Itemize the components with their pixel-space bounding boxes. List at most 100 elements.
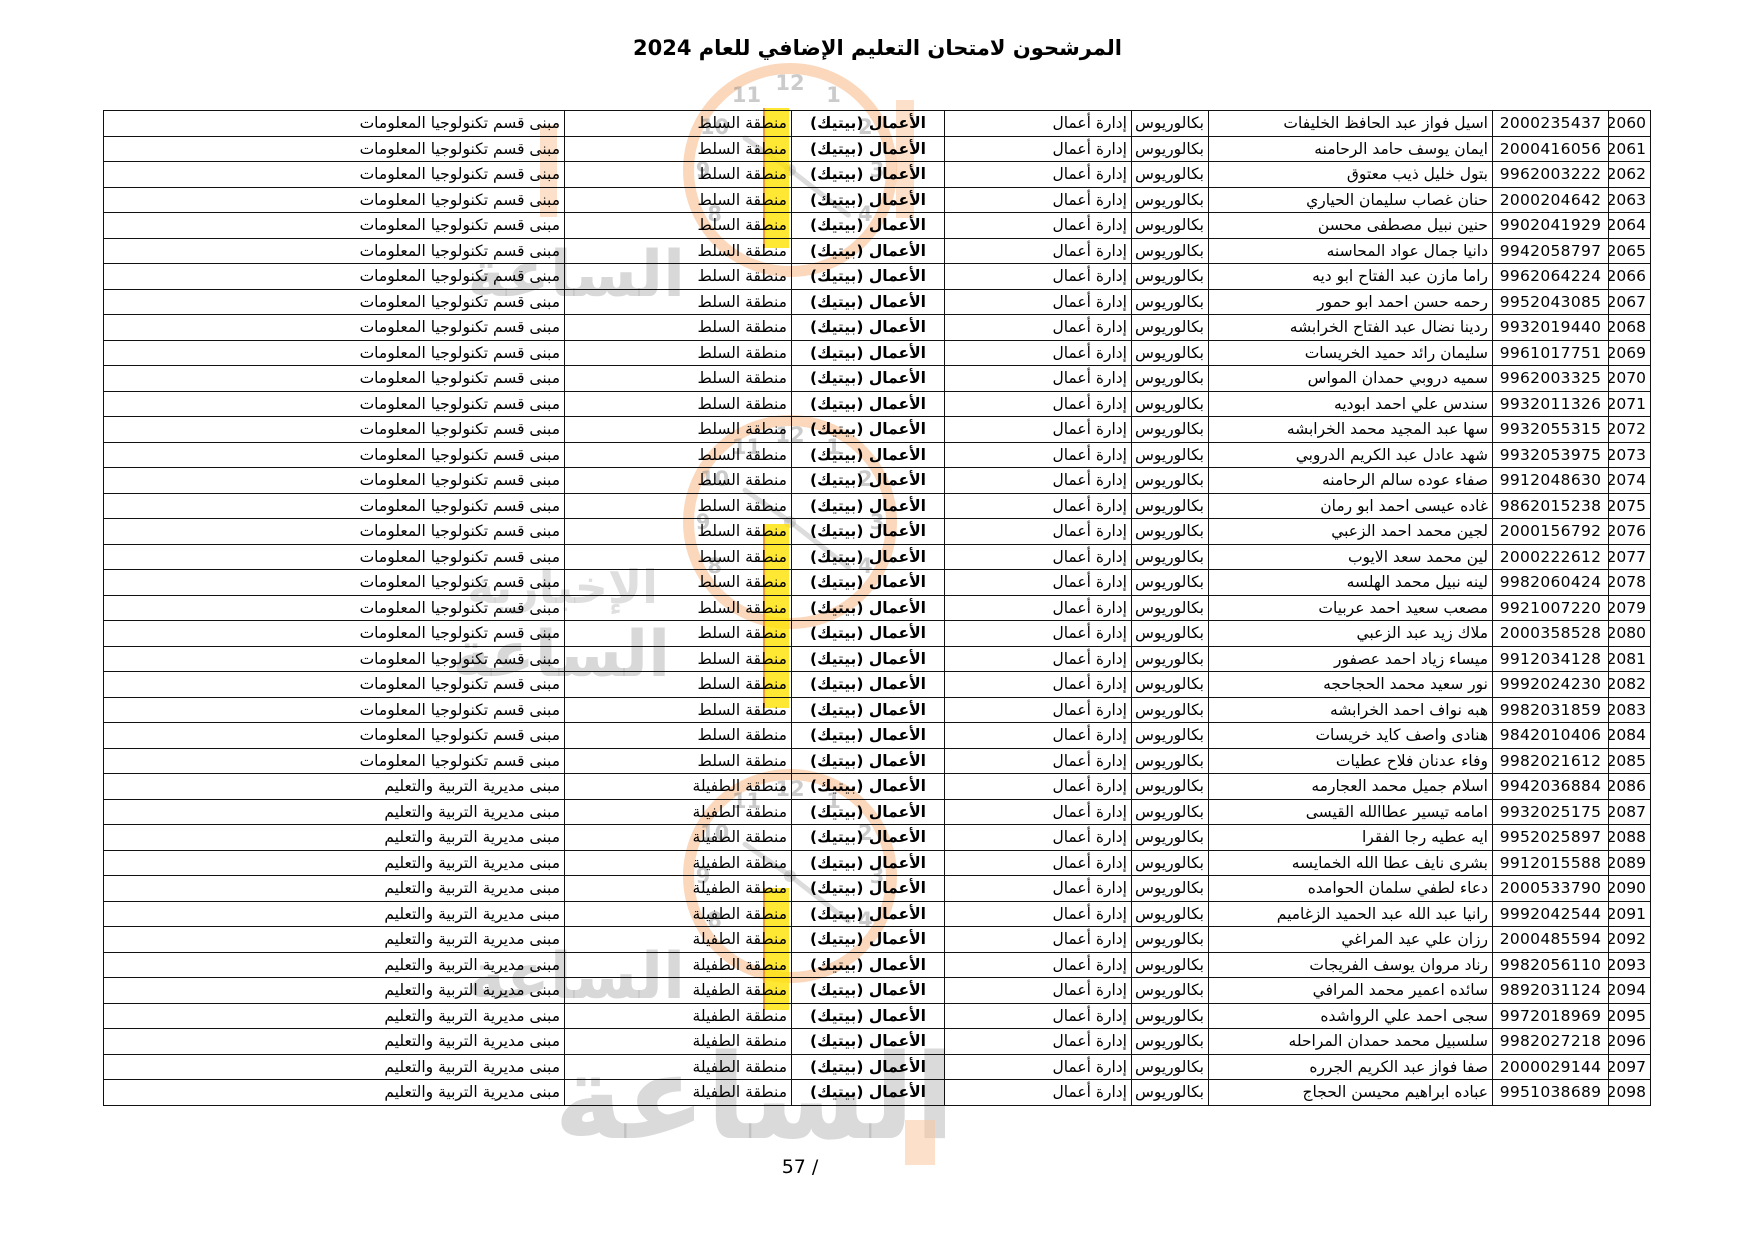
major-cell: إدارة أعمال <box>944 237 1132 264</box>
serial-cell: 2086 <box>1608 773 1651 800</box>
subject-cell: الأعمال (بيتيك) <box>791 798 945 825</box>
serial-cell: 2071 <box>1608 390 1651 417</box>
table-row: 2087 9932025175 امامه تيسير عطاالله القيسى… <box>103 798 1651 825</box>
subject-cell: الأعمال (بيتيك) <box>791 926 945 953</box>
national-id-cell: 9902041929 <box>1492 212 1609 239</box>
national-id-cell: 9892031124 <box>1492 977 1609 1004</box>
degree-cell: بكالوريوس <box>1131 1053 1209 1080</box>
national-id-cell: 2000358528 <box>1492 620 1609 647</box>
national-id-cell: 2000204642 <box>1492 186 1609 213</box>
national-id-cell: 9992024230 <box>1492 671 1609 698</box>
serial-cell: 2075 <box>1608 492 1651 519</box>
building-cell: مبنى قسم تكنولوجيا المعلومات <box>103 365 565 392</box>
subject-cell: الأعمال (بيتيك) <box>791 824 945 851</box>
region-cell: منطقة السلط <box>564 594 792 621</box>
degree-cell: بكالوريوس <box>1131 314 1209 341</box>
serial-cell: 2088 <box>1608 824 1651 851</box>
name-cell: راما مازن عبد الفتاح ابو ديه <box>1208 263 1493 290</box>
table-row: 2083 9982031859 هبه نواف احمد الخرابشه بكال… <box>103 696 1651 723</box>
table-row: 2081 9912034128 ميساء زياد احمد عصفور بكالو… <box>103 645 1651 672</box>
major-cell: إدارة أعمال <box>944 339 1132 366</box>
region-cell: منطقة الطفيلة <box>564 926 792 953</box>
serial-cell: 2076 <box>1608 518 1651 545</box>
building-cell: مبنى قسم تكنولوجيا المعلومات <box>103 186 565 213</box>
national-id-cell: 9962064224 <box>1492 263 1609 290</box>
region-cell: منطقة الطفيلة <box>564 1002 792 1029</box>
table-row: 2067 9952043085 رحمه حسن احمد ابو حمور بكال… <box>103 288 1651 315</box>
degree-cell: بكالوريوس <box>1131 875 1209 902</box>
serial-cell: 2087 <box>1608 798 1651 825</box>
subject-cell: الأعمال (بيتيك) <box>791 135 945 162</box>
clock-number: 11 <box>731 82 762 107</box>
table-row: 2091 9992042544 رانيا عبد الله عبد الحميد … <box>103 900 1651 927</box>
degree-cell: بكالوريوس <box>1131 110 1209 137</box>
region-cell: منطقة الطفيلة <box>564 824 792 851</box>
serial-cell: 2092 <box>1608 926 1651 953</box>
name-cell: شهد عادل عبد الكريم الدروبي <box>1208 441 1493 468</box>
major-cell: إدارة أعمال <box>944 773 1132 800</box>
degree-cell: بكالوريوس <box>1131 1028 1209 1055</box>
name-cell: عباده ابراهيم محيسن الحجاج <box>1208 1079 1493 1106</box>
major-cell: إدارة أعمال <box>944 263 1132 290</box>
national-id-cell: 9951038689 <box>1492 1079 1609 1106</box>
name-cell: رانيا عبد الله عبد الحميد الزغاميم <box>1208 900 1493 927</box>
building-cell: مبنى مديرية التربية والتعليم <box>103 849 565 876</box>
serial-cell: 2084 <box>1608 722 1651 749</box>
table-row: 2088 9952025897 ايه عطيه رجا الفقرا بكالوري… <box>103 824 1651 851</box>
building-cell: مبنى مديرية التربية والتعليم <box>103 1079 565 1106</box>
serial-cell: 2060 <box>1608 110 1651 137</box>
major-cell: إدارة أعمال <box>944 747 1132 774</box>
degree-cell: بكالوريوس <box>1131 390 1209 417</box>
building-cell: مبنى مديرية التربية والتعليم <box>103 824 565 851</box>
serial-cell: 2082 <box>1608 671 1651 698</box>
degree-cell: بكالوريوس <box>1131 518 1209 545</box>
major-cell: إدارة أعمال <box>944 849 1132 876</box>
table-row: 2077 2000222612 لين محمد سعد الايوب بكالوري… <box>103 543 1651 570</box>
candidates-table: 2060 2000235437 اسيل فواز عبد الحافظ الخلي… <box>103 110 1651 1106</box>
region-cell: منطقة السلط <box>564 161 792 188</box>
name-cell: غاده عيسى احمد ابو رمان <box>1208 492 1493 519</box>
region-cell: منطقة السلط <box>564 390 792 417</box>
major-cell: إدارة أعمال <box>944 518 1132 545</box>
national-id-cell: 9932011326 <box>1492 390 1609 417</box>
region-cell: منطقة الطفيلة <box>564 951 792 978</box>
region-cell: منطقة السلط <box>564 339 792 366</box>
name-cell: لجين محمد احمد الزعبي <box>1208 518 1493 545</box>
degree-cell: بكالوريوس <box>1131 263 1209 290</box>
subject-cell: الأعمال (بيتيك) <box>791 722 945 749</box>
region-cell: منطقة السلط <box>564 237 792 264</box>
table-row: 2065 9942058797 دانيا جمال عواد المحاسنه بك… <box>103 237 1651 264</box>
degree-cell: بكالوريوس <box>1131 569 1209 596</box>
serial-cell: 2091 <box>1608 900 1651 927</box>
national-id-cell: 9912015588 <box>1492 849 1609 876</box>
major-cell: إدارة أعمال <box>944 543 1132 570</box>
serial-cell: 2072 <box>1608 416 1651 443</box>
name-cell: سائده اعمير محمد المرافي <box>1208 977 1493 1004</box>
region-cell: منطقة السلط <box>564 212 792 239</box>
national-id-cell: 9952043085 <box>1492 288 1609 315</box>
building-cell: مبنى قسم تكنولوجيا المعلومات <box>103 722 565 749</box>
subject-cell: الأعمال (بيتيك) <box>791 492 945 519</box>
region-cell: منطقة الطفيلة <box>564 875 792 902</box>
subject-cell: الأعمال (بيتيك) <box>791 441 945 468</box>
major-cell: إدارة أعمال <box>944 696 1132 723</box>
serial-cell: 2090 <box>1608 875 1651 902</box>
national-id-cell: 9962003325 <box>1492 365 1609 392</box>
subject-cell: الأعمال (بيتيك) <box>791 569 945 596</box>
degree-cell: بكالوريوس <box>1131 671 1209 698</box>
degree-cell: بكالوريوس <box>1131 900 1209 927</box>
building-cell: مبنى مديرية التربية والتعليم <box>103 951 565 978</box>
building-cell: مبنى قسم تكنولوجيا المعلومات <box>103 441 565 468</box>
building-cell: مبنى قسم تكنولوجيا المعلومات <box>103 161 565 188</box>
region-cell: منطقة الطفيلة <box>564 1028 792 1055</box>
degree-cell: بكالوريوس <box>1131 747 1209 774</box>
table-row: 2075 9862015238 غاده عيسى احمد ابو رمان بكا… <box>103 492 1651 519</box>
degree-cell: بكالوريوس <box>1131 543 1209 570</box>
building-cell: مبنى قسم تكنولوجيا المعلومات <box>103 747 565 774</box>
subject-cell: الأعمال (بيتيك) <box>791 263 945 290</box>
region-cell: منطقة الطفيلة <box>564 849 792 876</box>
name-cell: سميه دروبي حمدان المواس <box>1208 365 1493 392</box>
table-row: 2060 2000235437 اسيل فواز عبد الحافظ الخلي… <box>103 110 1651 137</box>
building-cell: مبنى قسم تكنولوجيا المعلومات <box>103 390 565 417</box>
building-cell: مبنى قسم تكنولوجيا المعلومات <box>103 339 565 366</box>
